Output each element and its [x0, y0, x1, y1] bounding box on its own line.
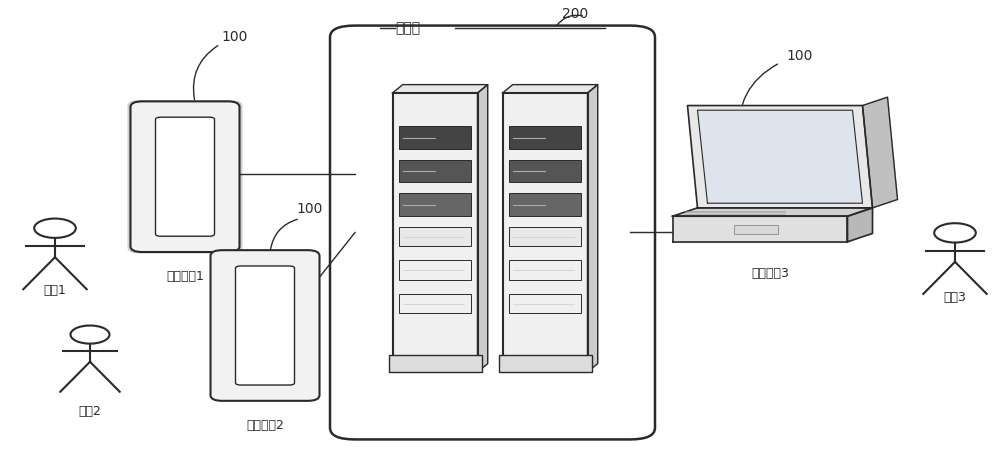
Text: 用户1: 用户1 [44, 284, 66, 297]
Polygon shape [847, 208, 872, 242]
Bar [503, 93, 588, 372]
Bar [499, 355, 592, 372]
Bar [399, 126, 471, 149]
Text: 服务端: 服务端 [395, 21, 420, 35]
Bar [509, 260, 581, 280]
Text: 智能设备1: 智能设备1 [166, 270, 204, 283]
Bar [509, 160, 581, 182]
Bar [388, 355, 482, 372]
FancyBboxPatch shape [130, 101, 240, 252]
Bar [509, 227, 581, 246]
Polygon shape [672, 216, 847, 242]
Polygon shape [688, 106, 872, 208]
Bar [509, 294, 581, 313]
Polygon shape [698, 110, 862, 203]
Text: 100: 100 [222, 30, 248, 44]
Text: 100: 100 [787, 49, 813, 63]
Bar [399, 294, 471, 313]
Text: 100: 100 [297, 202, 323, 216]
FancyBboxPatch shape [210, 250, 320, 401]
Polygon shape [478, 85, 488, 372]
Bar [399, 160, 471, 182]
Polygon shape [862, 97, 898, 208]
Bar [509, 126, 581, 149]
Text: 智能设备2: 智能设备2 [246, 418, 284, 432]
FancyBboxPatch shape [155, 117, 214, 236]
Text: 智能设备3: 智能设备3 [751, 267, 789, 280]
Bar [399, 193, 471, 216]
Bar [392, 93, 478, 372]
FancyBboxPatch shape [127, 100, 242, 253]
Bar [399, 227, 471, 246]
Text: 200: 200 [562, 7, 588, 21]
Text: 用户3: 用户3 [944, 291, 966, 304]
Polygon shape [588, 85, 598, 372]
Polygon shape [503, 85, 598, 93]
FancyBboxPatch shape [330, 26, 655, 439]
Polygon shape [672, 208, 872, 216]
Bar [509, 193, 581, 216]
FancyBboxPatch shape [236, 266, 294, 385]
Text: 用户2: 用户2 [79, 405, 101, 418]
Bar [399, 260, 471, 280]
Polygon shape [392, 85, 488, 93]
Bar [734, 225, 778, 234]
